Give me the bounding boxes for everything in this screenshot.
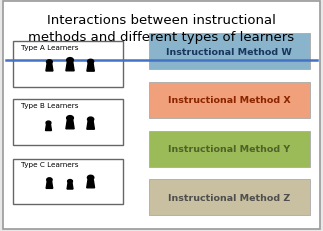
FancyBboxPatch shape xyxy=(149,34,310,70)
Text: Instructional Method X: Instructional Method X xyxy=(168,96,291,105)
Text: Instructional Method Z: Instructional Method Z xyxy=(168,193,290,202)
Circle shape xyxy=(47,61,52,65)
Polygon shape xyxy=(67,183,73,189)
Text: Type C Learners: Type C Learners xyxy=(21,162,78,167)
FancyBboxPatch shape xyxy=(149,83,310,119)
Polygon shape xyxy=(46,125,51,131)
FancyBboxPatch shape xyxy=(149,180,310,215)
FancyBboxPatch shape xyxy=(13,100,123,145)
Text: Type B Learners: Type B Learners xyxy=(21,103,78,109)
Polygon shape xyxy=(87,180,95,188)
Circle shape xyxy=(68,180,72,183)
Circle shape xyxy=(88,118,94,122)
Polygon shape xyxy=(46,65,53,72)
FancyBboxPatch shape xyxy=(149,131,310,167)
Text: Instructional Method W: Instructional Method W xyxy=(166,48,292,56)
Polygon shape xyxy=(87,122,94,130)
Text: Instructional Method Y: Instructional Method Y xyxy=(168,145,290,153)
FancyBboxPatch shape xyxy=(13,42,123,87)
Circle shape xyxy=(67,58,73,63)
FancyBboxPatch shape xyxy=(3,2,320,229)
Polygon shape xyxy=(46,182,53,188)
Polygon shape xyxy=(66,63,74,72)
Text: Interactions between instructional
methods and different types of learners: Interactions between instructional metho… xyxy=(28,14,295,43)
Polygon shape xyxy=(87,64,94,72)
FancyBboxPatch shape xyxy=(13,159,123,204)
Circle shape xyxy=(88,176,94,180)
Circle shape xyxy=(88,60,94,64)
Text: Type A Learners: Type A Learners xyxy=(21,45,78,51)
Polygon shape xyxy=(66,121,74,129)
Circle shape xyxy=(47,178,52,182)
Circle shape xyxy=(46,122,51,125)
Circle shape xyxy=(67,116,73,121)
